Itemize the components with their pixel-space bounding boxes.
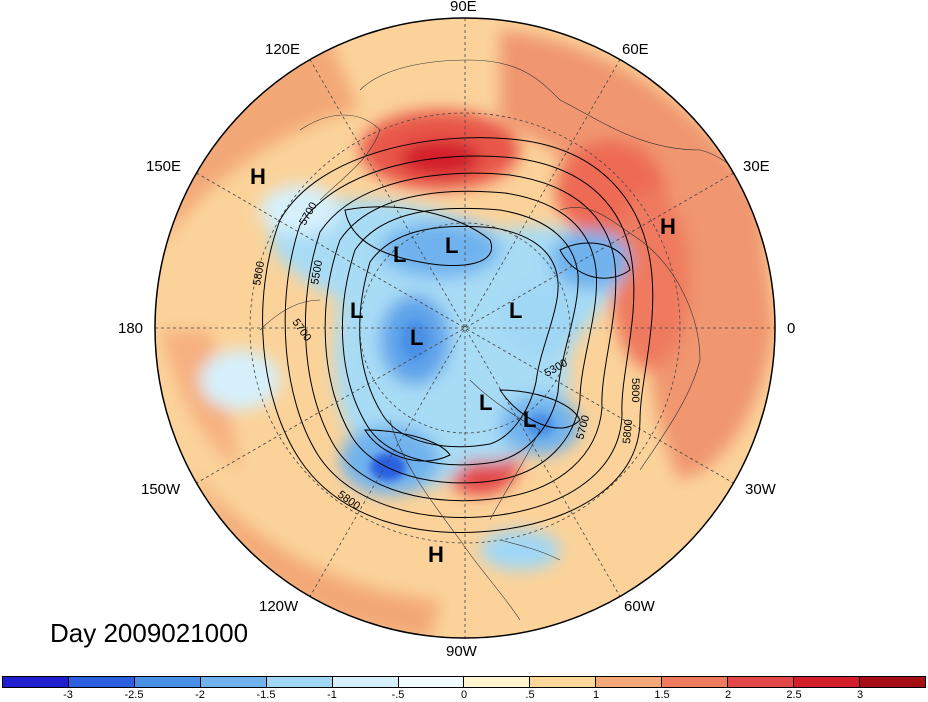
colorbar-segment bbox=[464, 677, 531, 687]
longitude-label-120w: 120W bbox=[259, 598, 299, 615]
low-center-marker: L bbox=[523, 407, 536, 432]
contour-label: 5500 bbox=[309, 259, 325, 285]
colorbar-segment bbox=[728, 677, 795, 687]
longitude-label-150w: 150W bbox=[141, 481, 181, 498]
colorbar-tick-label: 2.5 bbox=[786, 689, 802, 701]
colorbar-tick-label: -.5 bbox=[391, 689, 405, 701]
contour-label: 5800 bbox=[629, 378, 641, 402]
low-center-marker: L bbox=[479, 390, 492, 415]
contour-label: 5800 bbox=[621, 419, 635, 444]
colorbar-segment bbox=[662, 677, 729, 687]
high-center-marker: H bbox=[250, 164, 266, 189]
colorbar-tick-label: -1 bbox=[327, 689, 337, 701]
low-center-marker: L bbox=[393, 242, 406, 267]
plot-title: Day 2009021000 bbox=[50, 618, 249, 648]
colorbar-segment bbox=[398, 677, 465, 687]
colorbar-segment bbox=[596, 677, 663, 687]
colorbar-segment bbox=[332, 677, 399, 687]
colorbar-segment bbox=[266, 677, 333, 687]
longitude-label-120e: 120E bbox=[265, 41, 301, 58]
low-center-marker: L bbox=[509, 298, 522, 323]
contour-label: 5800 bbox=[251, 260, 267, 286]
colorbar-segment bbox=[68, 677, 135, 687]
low-center-marker: L bbox=[410, 325, 423, 350]
longitude-label-150e: 150E bbox=[146, 158, 182, 175]
longitude-label-60w: 60W bbox=[624, 598, 655, 615]
longitude-label-60e: 60E bbox=[622, 41, 649, 58]
colorbar-tick-label: -2.5 bbox=[124, 689, 144, 701]
colorbar bbox=[2, 676, 926, 688]
colorbar-tick-label: 3 bbox=[856, 689, 864, 701]
longitude-label-30e: 30E bbox=[743, 158, 770, 175]
height-contours bbox=[262, 137, 654, 533]
colorbar-tick-label: 1 bbox=[592, 689, 600, 701]
colorbar-segment bbox=[794, 677, 860, 687]
colorbar-segment bbox=[134, 677, 201, 687]
longitude-label-90w: 90W bbox=[446, 643, 477, 660]
longitude-label-0: 0 bbox=[787, 320, 796, 337]
longitude-label-90e: 90E bbox=[450, 0, 477, 15]
anomaly-field bbox=[155, 18, 775, 638]
colorbar-tick-label: 2 bbox=[724, 689, 732, 701]
colorbar-segment bbox=[859, 677, 925, 687]
graticule bbox=[155, 18, 775, 638]
colorbar-tick-label: -2 bbox=[195, 689, 205, 701]
colorbar-segment bbox=[3, 677, 69, 687]
low-center-marker: L bbox=[445, 233, 458, 258]
high-center-marker: H bbox=[660, 214, 676, 239]
high-center-marker: H bbox=[428, 542, 444, 567]
longitude-label-30w: 30W bbox=[745, 481, 776, 498]
colorbar-segment bbox=[530, 677, 597, 687]
colorbar-tick-label: -1.5 bbox=[256, 689, 276, 701]
colorbar-tick-label: .5 bbox=[525, 689, 535, 701]
colorbar-tick-label: 0 bbox=[460, 689, 468, 701]
longitude-label-180: 180 bbox=[118, 320, 144, 337]
colorbar-segment bbox=[200, 677, 267, 687]
low-center-marker: L bbox=[350, 298, 363, 323]
colorbar-tick-label: -3 bbox=[63, 689, 73, 701]
map-boundary bbox=[154, 17, 776, 639]
pressure-centers: H H H L L L L L L L bbox=[250, 164, 676, 567]
colorbar-tick-label: 1.5 bbox=[654, 689, 670, 701]
